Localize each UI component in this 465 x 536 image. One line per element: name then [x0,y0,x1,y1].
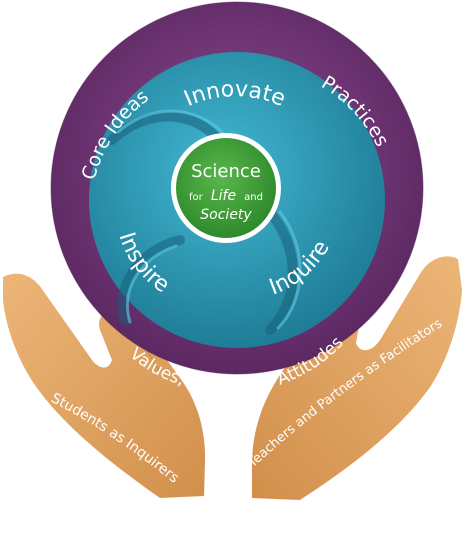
center-title: Science [191,161,261,182]
center-subtitle-society: Society [200,207,252,223]
center-subtitle-line: for Life and [189,185,263,204]
